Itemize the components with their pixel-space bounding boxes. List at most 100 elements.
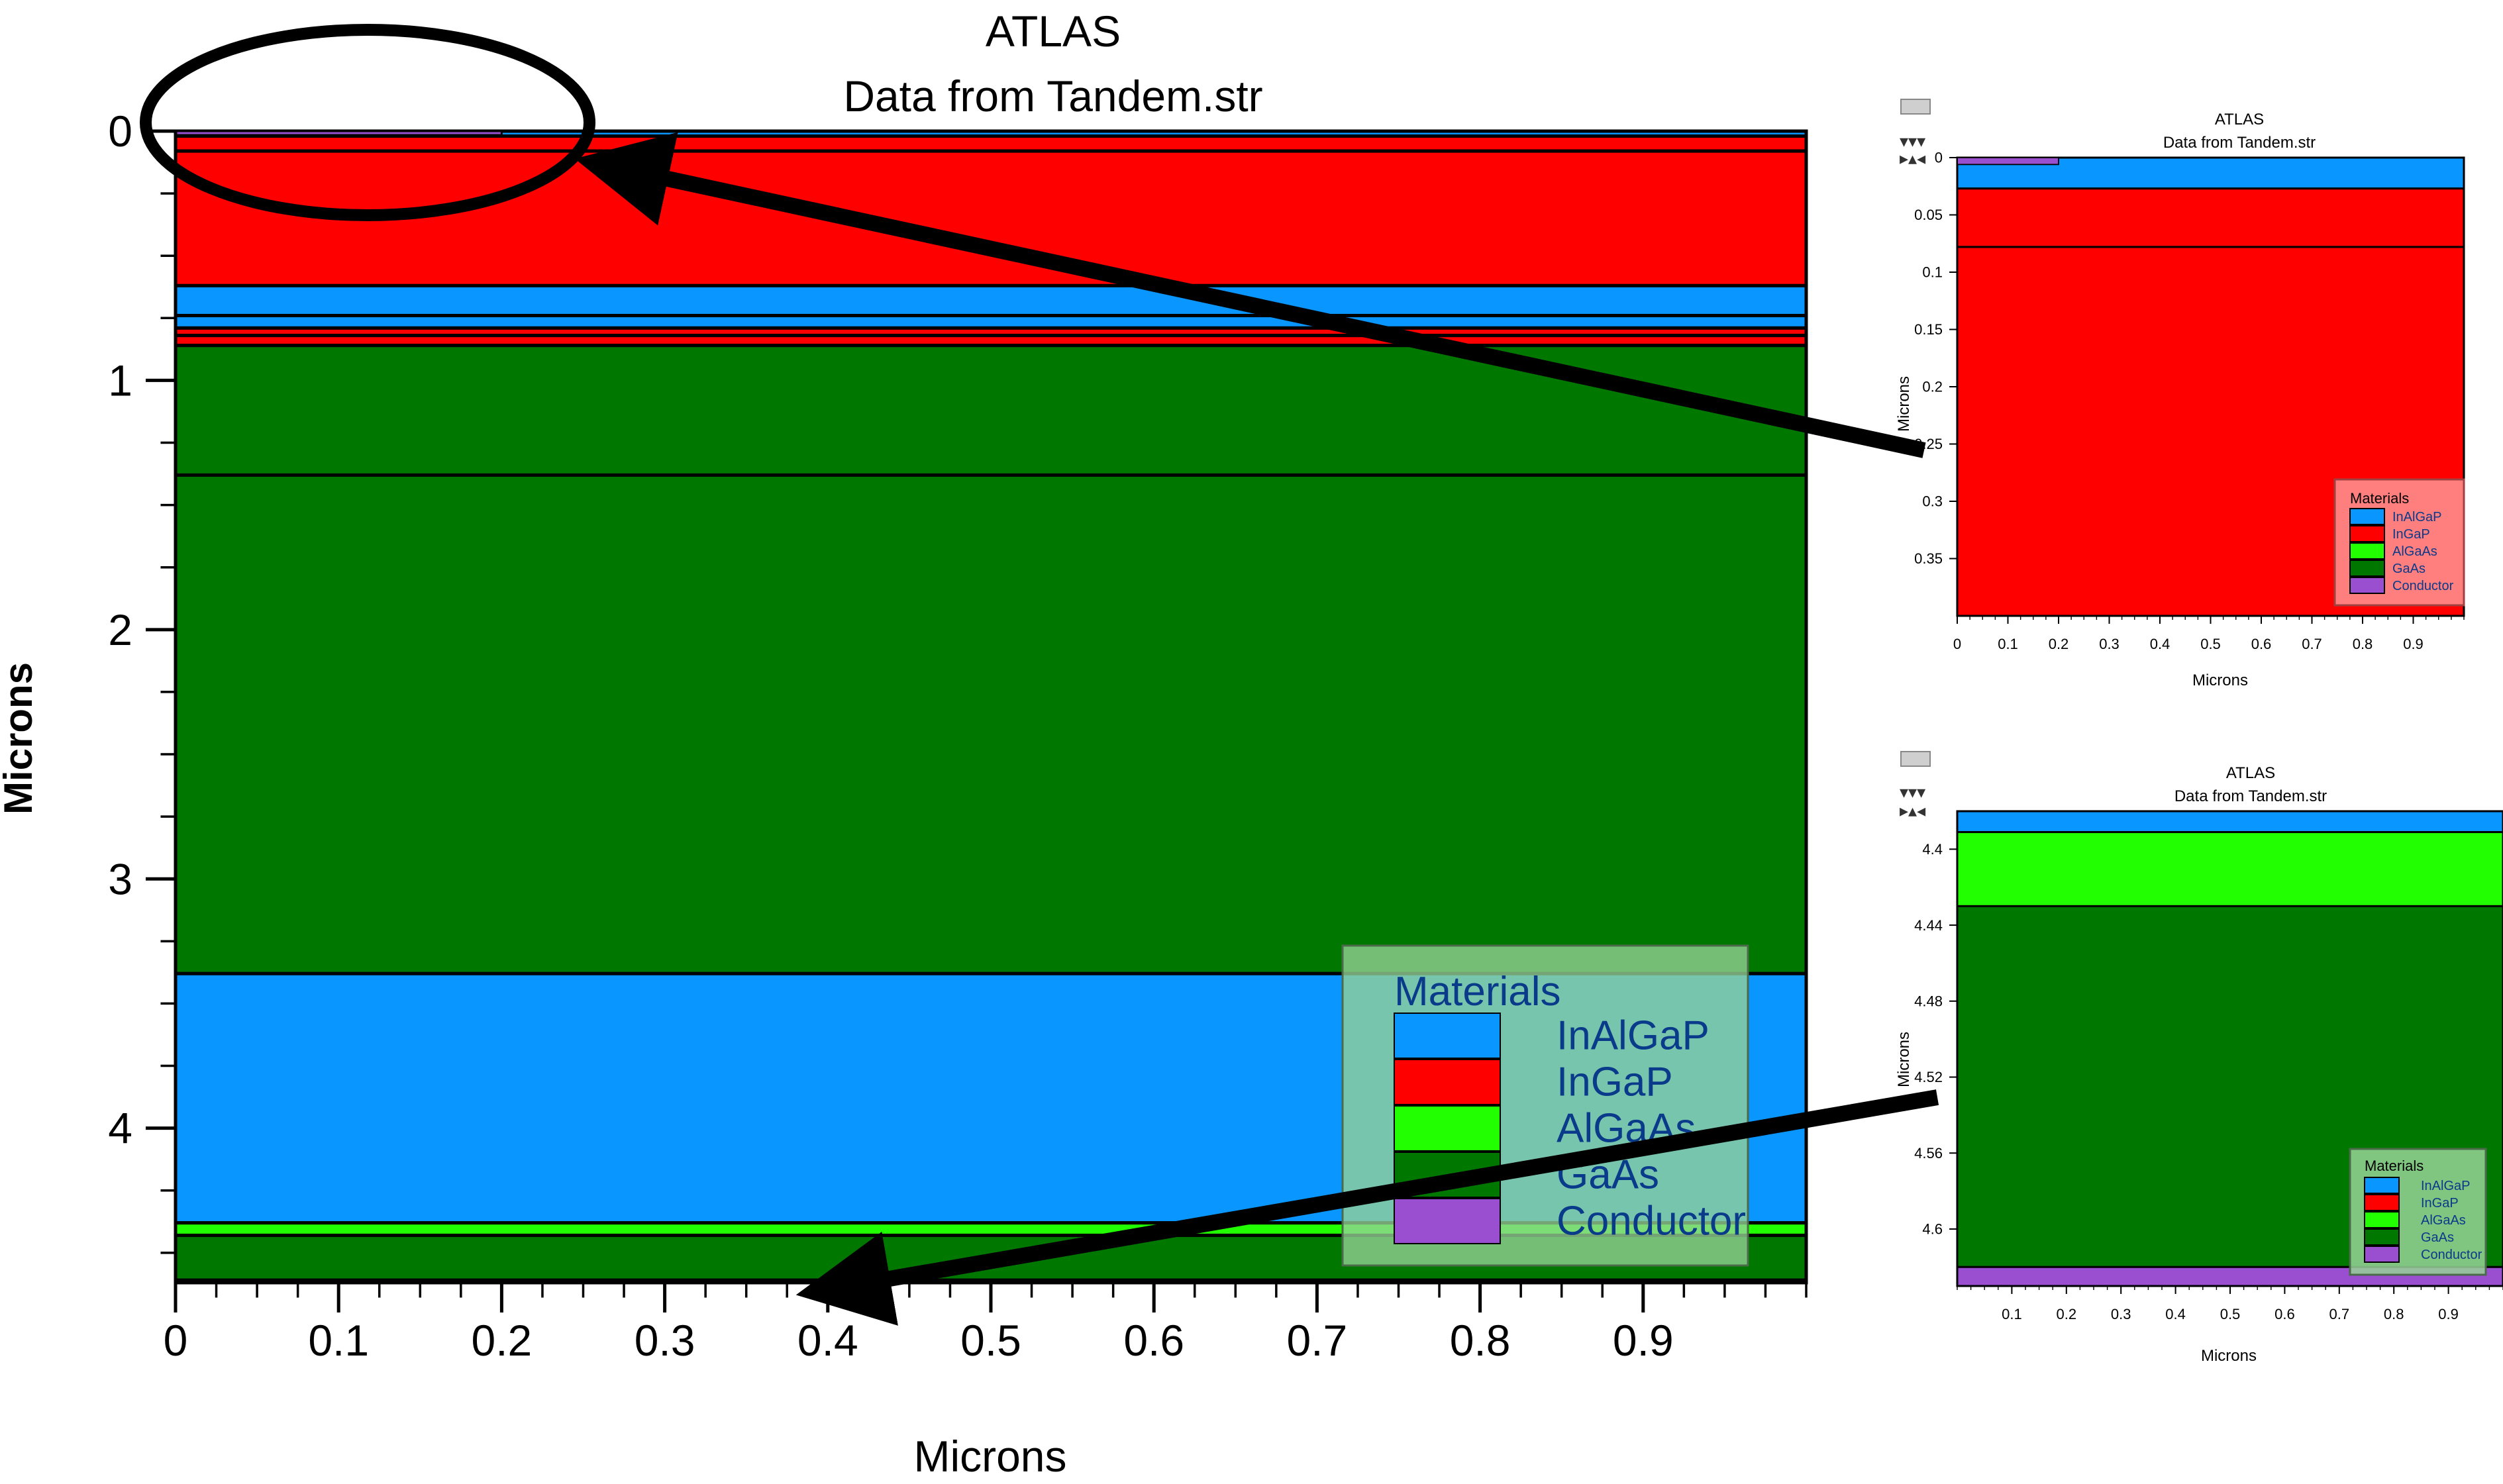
legend-swatch-ingap [2364,1194,2400,1211]
zoom-bottom-x-axis-label: Microns [2201,1347,2257,1365]
legend-label-ingap: InGaP [2392,527,2430,542]
materials-legend: Materials InAlGaPInGaPAlGaAsGaAsConducto… [1341,944,1749,1267]
legend-label-inalgap: InAlGaP [1557,1013,1710,1058]
legend-label-ingap: InGaP [2421,1196,2459,1211]
layer-ingap-1 [1956,187,2465,248]
legend-swatch-conductor [2364,1246,2400,1263]
y-tick-label: 4.48 [1914,993,1943,1010]
x-tick-label: 0 [164,1316,188,1365]
zoom-top-legend-title: Materials [2350,490,2409,507]
x-tick-label: 0.8 [1450,1316,1511,1365]
zoom-bottom-legend: Materials InAlGaP InGaP AlGaAs GaAs Conducto… [2349,1148,2487,1276]
legend-swatch-algaas [2349,542,2385,560]
legend-swatch-inalgap [2364,1177,2400,1194]
x-tick-label: 0.2 [2057,1306,2077,1322]
legend-label-ingap: InGaP [1557,1059,1673,1105]
legend-swatch-inalgap [1394,1013,1501,1059]
zoom-top-arrows-icon-2: ▸▴◂ [1900,148,1925,168]
zoom-bottom-toolbar-button[interactable] [1900,751,1931,767]
layer-inalgap-0 [1956,810,2503,834]
legend-swatch-conductor [2349,577,2385,594]
legend-label-conductor: Conductor [1557,1198,1746,1244]
main-axes: 0 0.1 0.2 0.3 0.4 0.5 0.6 0.7 0.8 0.9 0 1 2 3 4 [108,107,1808,1365]
legend-swatch-algaas [2364,1211,2400,1228]
zoom-bottom-arrows-icon: ▾▾▾ [1900,782,1925,802]
x-tick-label: 0.4 [797,1316,858,1365]
contact-conductor [174,130,503,136]
x-tick-label: 0.6 [1123,1316,1184,1365]
main-y-axis-label: Microns [0,662,40,815]
legend-swatch-conductor [1394,1198,1501,1244]
legend-label-inalgap: InAlGaP [2392,510,2441,524]
highlight-ellipse [140,24,595,221]
main-plot-subtitle: Data from Tandem.str [843,72,1262,121]
x-tick-label: 0 [1953,636,1961,652]
legend-swatch-ingap [1394,1059,1501,1105]
x-tick-label: 0.8 [2353,636,2373,652]
x-tick-label: 0.8 [2384,1306,2404,1322]
y-tick-label: 4.6 [1922,1221,1943,1238]
zoom-bottom-axes: 0.1 0.2 0.3 0.4 0.5 0.6 0.7 0.8 0.9 4.4 4.44 4.48 4.… [1914,811,2503,1322]
legend-label-inalgap: InAlGaP [2421,1179,2470,1193]
x-tick-label: 0.2 [2049,636,2069,652]
zoom-top-arrows-icon: ▾▾▾ [1900,131,1925,151]
y-tick-label: 0.2 [1922,379,1943,395]
x-tick-label: 0.3 [2099,636,2120,652]
contact-conductor [1957,157,2059,166]
y-tick-label: 0 [1935,150,1943,166]
arrow-to-bottom-zoom [795,1089,1939,1326]
x-tick-label: 0.5 [2220,1306,2241,1322]
zoom-top-plot: ▾▾▾ ▸▴◂ ATLAS Data from Tandem.str 0 0.1 0… [1895,99,2465,689]
x-tick-label: 0.1 [1998,636,2018,652]
layer-ingap-1 [174,134,1808,153]
x-tick-label: 0.7 [2329,1306,2350,1322]
layer-inalgap-3 [174,283,1808,318]
x-tick-label: 0.9 [1613,1316,1674,1365]
y-tick-label: 4.56 [1914,1145,1943,1162]
zoom-top-y-axis-label: Microns [1895,376,1913,432]
zoom-top-axes: 0 0.1 0.2 0.3 0.4 0.5 0.6 0.7 0.8 0.9 0 0.05 0.1 0.15… [1914,150,2465,652]
x-tick-label: 0.3 [2111,1306,2131,1322]
zoom-top-title: ATLAS [2215,111,2264,128]
zoom-top-toolbar-icon: ▾▾▾ ▸▴◂ [1900,99,1931,168]
x-tick-label: 0.5 [960,1316,1021,1365]
legend-swatch-inalgap [2349,508,2385,525]
zoom-bottom-legend-items: InAlGaP InGaP AlGaAs GaAs Conductor [2364,1177,2482,1263]
zoom-top-legend: Materials InAlGaP InGaP AlGaAs GaAs Conducto… [2333,478,2465,607]
legend-label-algaas: AlGaAs [2421,1213,2466,1228]
x-tick-label: 0.1 [2002,1306,2022,1322]
zoom-top-toolbar-button[interactable] [1900,99,1931,115]
y-tick-label: 4.4 [1922,841,1943,858]
zoom-bottom-y-axis-label: Microns [1895,1032,1913,1087]
zoom-top-x-axis-label: Microns [2192,671,2248,689]
legend-title: Materials [1394,969,1561,1014]
legend-label-conductor: Conductor [2392,579,2454,593]
zoom-top-layer-stack [1956,156,2465,617]
zoom-top-legend-items: InAlGaP InGaP AlGaAs GaAs Conductor [2349,508,2454,594]
x-tick-label: 0.9 [2403,636,2424,652]
zoom-bottom-toolbar-icon: ▾▾▾ ▸▴◂ [1900,751,1931,820]
y-tick-label: 4.52 [1914,1069,1943,1085]
x-tick-label: 0.3 [635,1316,695,1365]
x-tick-label: 0.6 [2251,636,2272,652]
legend-swatch-gaas [2349,560,2385,577]
x-tick-label: 0.2 [472,1316,533,1365]
y-tick-label: 2 [108,605,132,654]
arrow-to-top-zoom [574,132,1926,458]
layer-gaas-8 [174,473,1808,975]
y-tick-label: 0.15 [1914,321,1943,338]
y-tick-label: 4.44 [1914,917,1943,934]
x-tick-label: 0.4 [2165,1306,2186,1322]
zoom-bottom-legend-title: Materials [2365,1158,2424,1174]
legend-swatch-ingap [2349,525,2385,542]
legend-swatch-algaas [1394,1105,1501,1152]
y-tick-label: 1 [108,356,132,405]
legend-label-gaas: GaAs [2392,562,2426,576]
x-tick-label: 0.7 [1287,1316,1348,1365]
legend-label-gaas: GaAs [2421,1230,2454,1245]
zoom-bottom-arrows-icon-2: ▸▴◂ [1900,801,1925,820]
legend-swatch-gaas [2364,1228,2400,1246]
main-structure-plot: ATLAS Data from Tandem.str 0 0.1 0.2 0.3 0.4… [0,7,1808,1481]
